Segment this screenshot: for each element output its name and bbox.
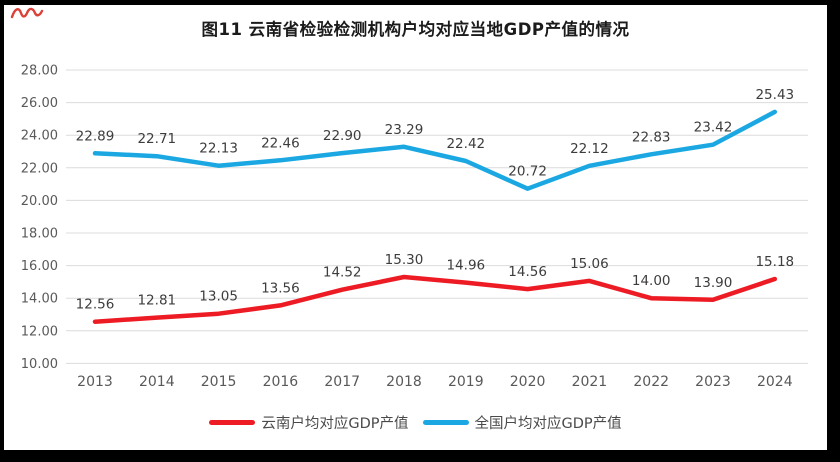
- x-axis-label: 2013: [77, 374, 113, 390]
- data-label: 13.05: [199, 289, 238, 305]
- x-axis-label: 2021: [572, 374, 608, 390]
- x-axis-label: 2019: [448, 374, 484, 390]
- data-label: 20.72: [508, 164, 547, 180]
- data-label: 22.71: [137, 131, 176, 147]
- x-axis-label: 2018: [386, 374, 422, 390]
- y-axis-label: 22.00: [21, 161, 58, 176]
- data-label: 14.52: [323, 265, 362, 281]
- data-label: 25.43: [755, 87, 794, 103]
- y-axis-label: 26.00: [21, 96, 58, 111]
- data-label: 23.29: [385, 122, 424, 138]
- y-axis-label: 12.00: [21, 324, 58, 339]
- data-label: 14.56: [508, 264, 547, 280]
- data-label: 12.56: [76, 297, 115, 313]
- data-label: 22.12: [570, 141, 609, 157]
- legend-marker-national: [422, 419, 469, 425]
- x-axis-label: 2016: [263, 374, 299, 390]
- y-axis-label: 24.00: [21, 129, 58, 144]
- legend-label-national: 全国户均对应GDP产值: [474, 415, 622, 432]
- legend-item-national: 全国户均对应GDP产值: [422, 412, 622, 433]
- data-label: 22.46: [261, 135, 300, 151]
- data-label: 14.00: [632, 273, 671, 289]
- x-axis-label: 2015: [201, 374, 237, 390]
- data-label: 13.90: [694, 275, 733, 291]
- data-label: 15.06: [570, 256, 609, 272]
- data-label: 22.89: [76, 128, 115, 144]
- data-label: 22.42: [446, 136, 485, 152]
- data-label: 22.90: [323, 128, 362, 144]
- data-label: 14.96: [446, 258, 485, 274]
- chart-legend: 云南户均对应GDP产值 全国户均对应GDP产值: [4, 408, 827, 436]
- legend-item-yunnan: 云南户均对应GDP产值: [209, 412, 409, 433]
- data-label: 22.83: [632, 129, 671, 145]
- y-axis-label: 14.00: [21, 292, 58, 307]
- data-label: 12.81: [137, 293, 176, 309]
- y-axis-label: 28.00: [21, 64, 58, 79]
- red-scribble-mark: [10, 7, 44, 19]
- chart-card: [4, 5, 827, 450]
- x-axis-label: 2024: [757, 374, 793, 390]
- data-label: 15.18: [755, 254, 794, 270]
- y-axis-label: 20.00: [21, 194, 58, 209]
- data-label: 23.42: [694, 120, 733, 136]
- legend-marker-yunnan: [209, 419, 256, 425]
- x-axis-label: 2020: [510, 374, 546, 390]
- x-axis-label: 2023: [695, 374, 731, 390]
- y-axis-label: 10.00: [21, 357, 58, 372]
- x-axis-label: 2017: [324, 374, 360, 390]
- series-line-0: [92, 274, 778, 324]
- y-axis-label: 18.00: [21, 227, 58, 242]
- series-line-1: [92, 109, 778, 191]
- chart-title: 图11 云南省检验检测机构户均对应当地GDP产值的情况: [201, 20, 630, 39]
- data-label: 13.56: [261, 280, 300, 296]
- data-label: 22.13: [199, 141, 238, 157]
- x-axis-label: 2022: [633, 374, 669, 390]
- data-label: 15.30: [385, 252, 424, 268]
- legend-label-yunnan: 云南户均对应GDP产值: [261, 415, 409, 432]
- x-axis-label: 2014: [139, 374, 175, 390]
- y-axis-label: 16.00: [21, 259, 58, 274]
